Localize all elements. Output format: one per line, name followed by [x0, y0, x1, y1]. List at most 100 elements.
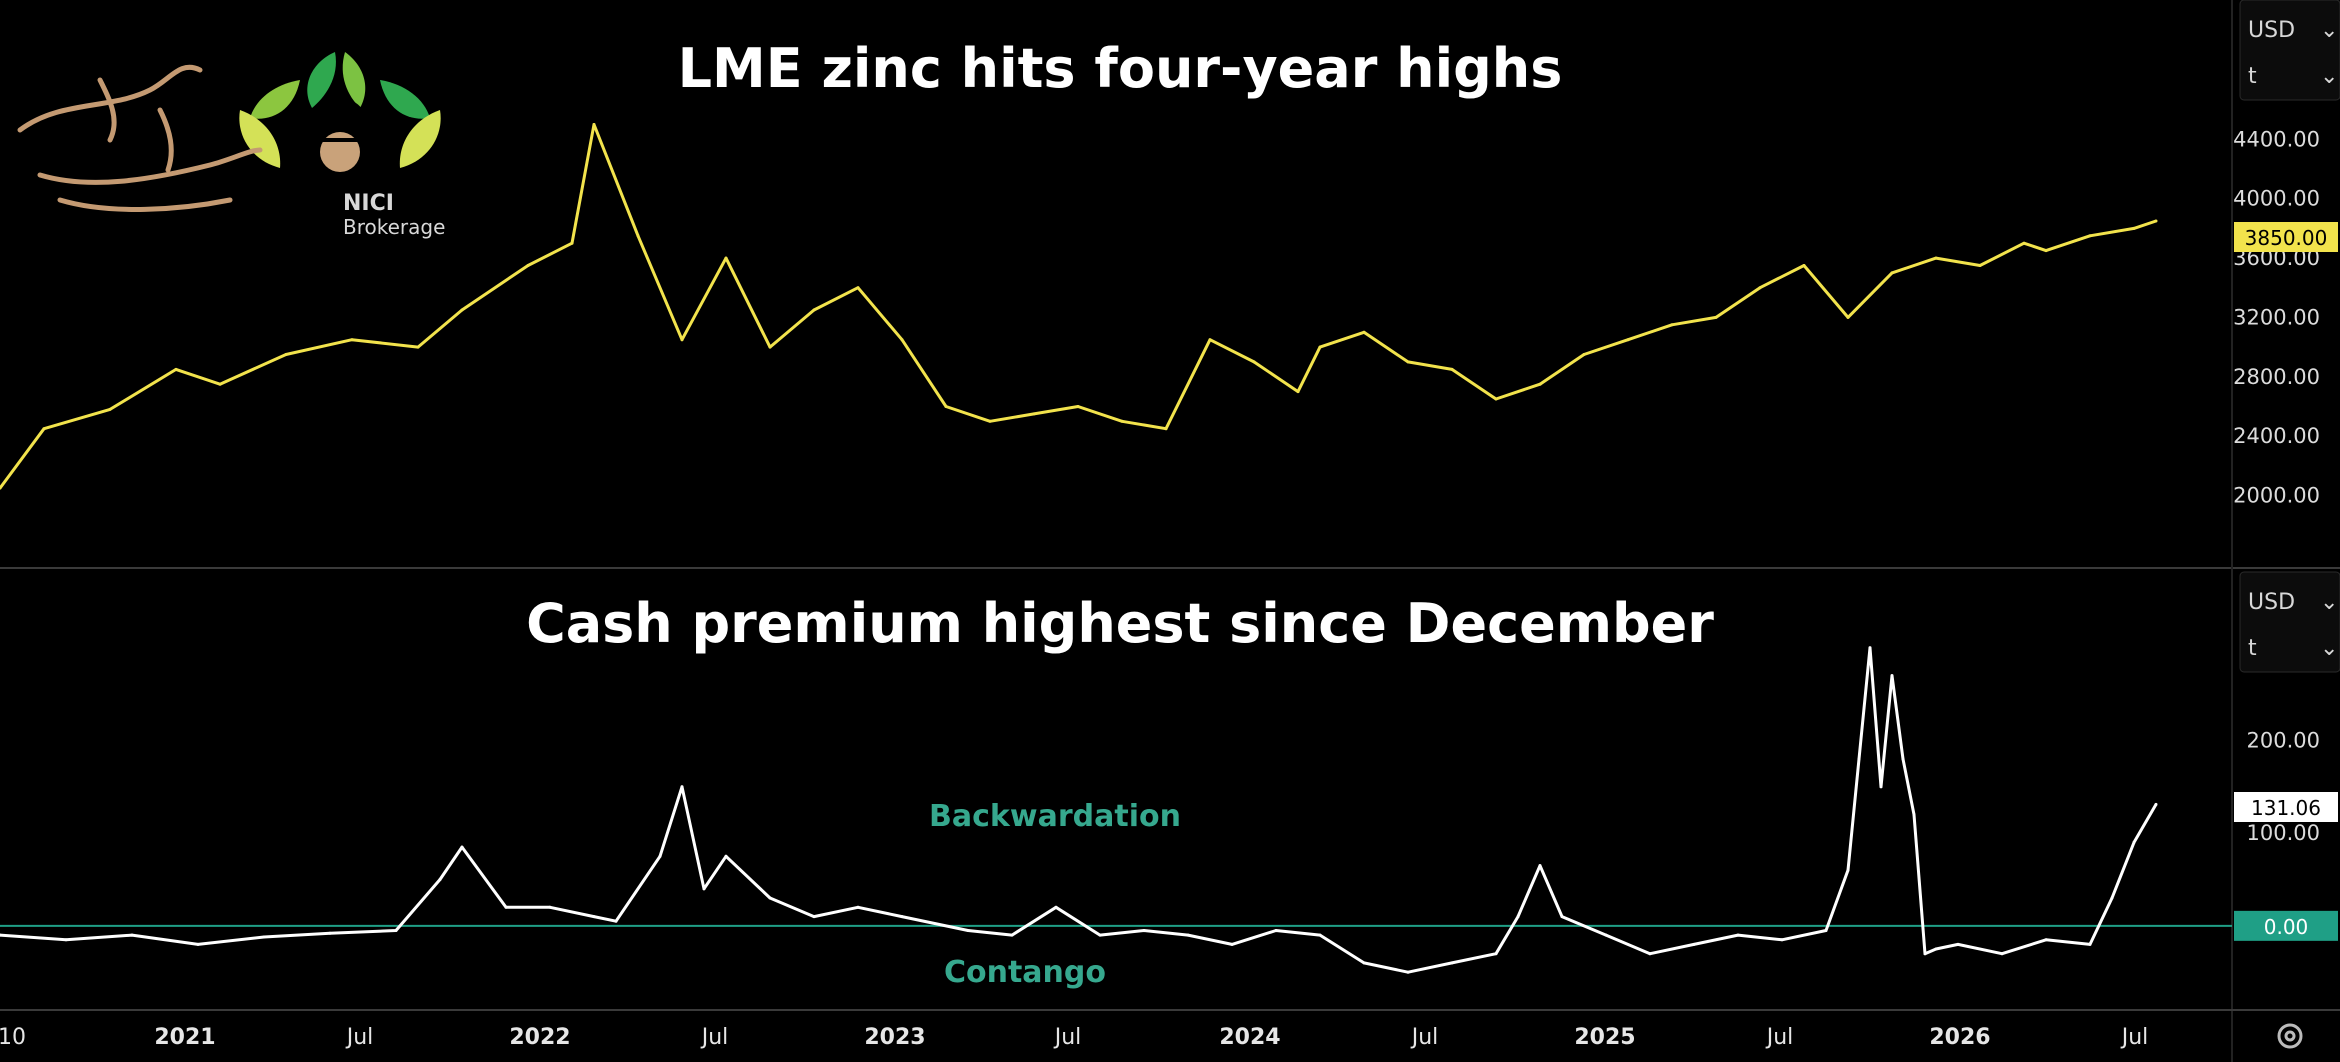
data-point [328, 931, 332, 935]
x-tick-label: 2025 [1574, 1025, 1635, 1050]
y-axis-premium: 0.00 100.00 200.00 [2247, 728, 2320, 937]
data-point [1318, 345, 1322, 349]
data-point [1362, 961, 1366, 965]
data-point [2132, 226, 2136, 230]
data-point [966, 929, 970, 932]
x-tick-label: Jul [1410, 1025, 1439, 1050]
data-point [1846, 868, 1850, 872]
data-point [218, 382, 222, 386]
data-point [130, 933, 134, 937]
zero-value-label: 0.00 [2264, 915, 2309, 939]
nici-logo: NICI Brokerage [17, 52, 445, 239]
data-point [1252, 360, 1256, 364]
data-point [1076, 405, 1080, 408]
data-point [2044, 938, 2048, 942]
data-point [1890, 674, 1894, 678]
y-tick-label: 2000.00 [2233, 483, 2320, 507]
data-point [614, 919, 618, 923]
x-tick-label: Jul [345, 1025, 374, 1050]
data-point [702, 887, 706, 891]
data-point [284, 353, 288, 356]
logo-brand: NICI [343, 191, 394, 216]
data-point [1956, 942, 1960, 946]
unit-value: t [2248, 64, 2257, 89]
currency-value: USD [2248, 18, 2295, 43]
data-point [768, 896, 772, 900]
annotation-contango: Contango [944, 955, 1106, 990]
data-point [1780, 938, 1784, 942]
x-tick-label: 10 [0, 1025, 26, 1050]
data-point [460, 845, 464, 849]
data-point [1670, 323, 1674, 327]
persian-script-logo [17, 64, 263, 212]
currency-selector-bottom[interactable]: USD ⌄ t ⌄ [2239, 571, 2340, 673]
data-point [724, 854, 728, 858]
logo-sub: Brokerage [343, 215, 445, 239]
currency-value: USD [2248, 590, 2295, 615]
x-tick-label: 2022 [509, 1025, 570, 1050]
data-point [42, 427, 46, 431]
data-point [2088, 234, 2092, 238]
data-point [2044, 249, 2048, 253]
data-point [1494, 952, 1498, 956]
time-axis[interactable]: 10 2021 Jul 2022 Jul 2023 Jul 2024 Jul 2025 Jul 202… [0, 1025, 2148, 1050]
data-point [680, 785, 684, 789]
series-cash-premium [0, 646, 2158, 974]
y-tick-label: 200.00 [2247, 728, 2320, 752]
y-tick-label: 2400.00 [2233, 424, 2320, 448]
x-tick-label: 2024 [1219, 1025, 1280, 1050]
data-point [1582, 353, 1586, 356]
data-point [416, 345, 420, 349]
data-point [2132, 840, 2136, 844]
data-point [812, 308, 816, 312]
data-point [658, 854, 662, 858]
y-tick-label: 4000.00 [2233, 187, 2320, 211]
panel-title-zinc: LME zinc hits four-year highs [678, 37, 1563, 100]
last-premium-badge: 131.06 [2234, 792, 2338, 822]
data-point [1054, 905, 1058, 909]
data-point [1890, 271, 1894, 275]
last-price-label: 3850.00 [2245, 226, 2328, 250]
y-tick-label: 2800.00 [2233, 365, 2320, 389]
series-line [0, 123, 2157, 489]
data-point [1450, 367, 1454, 371]
x-tick-label: Jul [2120, 1025, 2149, 1050]
data-point [1648, 952, 1652, 956]
data-point [1978, 264, 1982, 267]
panel-title-premium: Cash premium highest since December [526, 592, 1714, 655]
data-point [2000, 952, 2004, 956]
data-point [1857, 757, 1861, 761]
data-point [1934, 256, 1938, 260]
data-point [2088, 942, 2092, 946]
y-axis-zinc: 2000.002400.002800.003200.003600.004000.… [2233, 127, 2320, 507]
data-point [1032, 412, 1036, 416]
y-tick-label: 3200.00 [2233, 305, 2320, 329]
data-point [1274, 929, 1278, 932]
unit-value: t [2248, 636, 2257, 661]
data-point [1098, 933, 1102, 937]
data-point [988, 419, 992, 423]
data-point [0, 486, 2, 490]
leaf-emblem-icon [239, 52, 441, 172]
data-point [108, 407, 112, 411]
x-tick-label: Jul [700, 1025, 729, 1050]
data-point [1164, 427, 1168, 431]
gear-icon[interactable] [2277, 1023, 2303, 1049]
data-point [1406, 360, 1410, 364]
currency-selector-top[interactable]: USD ⌄ t ⌄ [2239, 0, 2340, 101]
x-tick-label: 2021 [154, 1025, 215, 1050]
data-point [548, 905, 552, 909]
data-point [1626, 338, 1630, 342]
data-point [64, 938, 68, 942]
last-premium-label: 131.06 [2251, 796, 2321, 820]
data-point [504, 905, 508, 909]
data-point [1538, 864, 1542, 868]
data-point [1901, 757, 1905, 761]
data-point [0, 933, 2, 937]
data-point [1560, 915, 1564, 919]
chevron-down-icon: ⌄ [2320, 64, 2338, 89]
y-tick-label: 4400.00 [2233, 127, 2320, 151]
x-tick-label: Jul [1765, 1025, 1794, 1050]
data-point [636, 234, 640, 238]
